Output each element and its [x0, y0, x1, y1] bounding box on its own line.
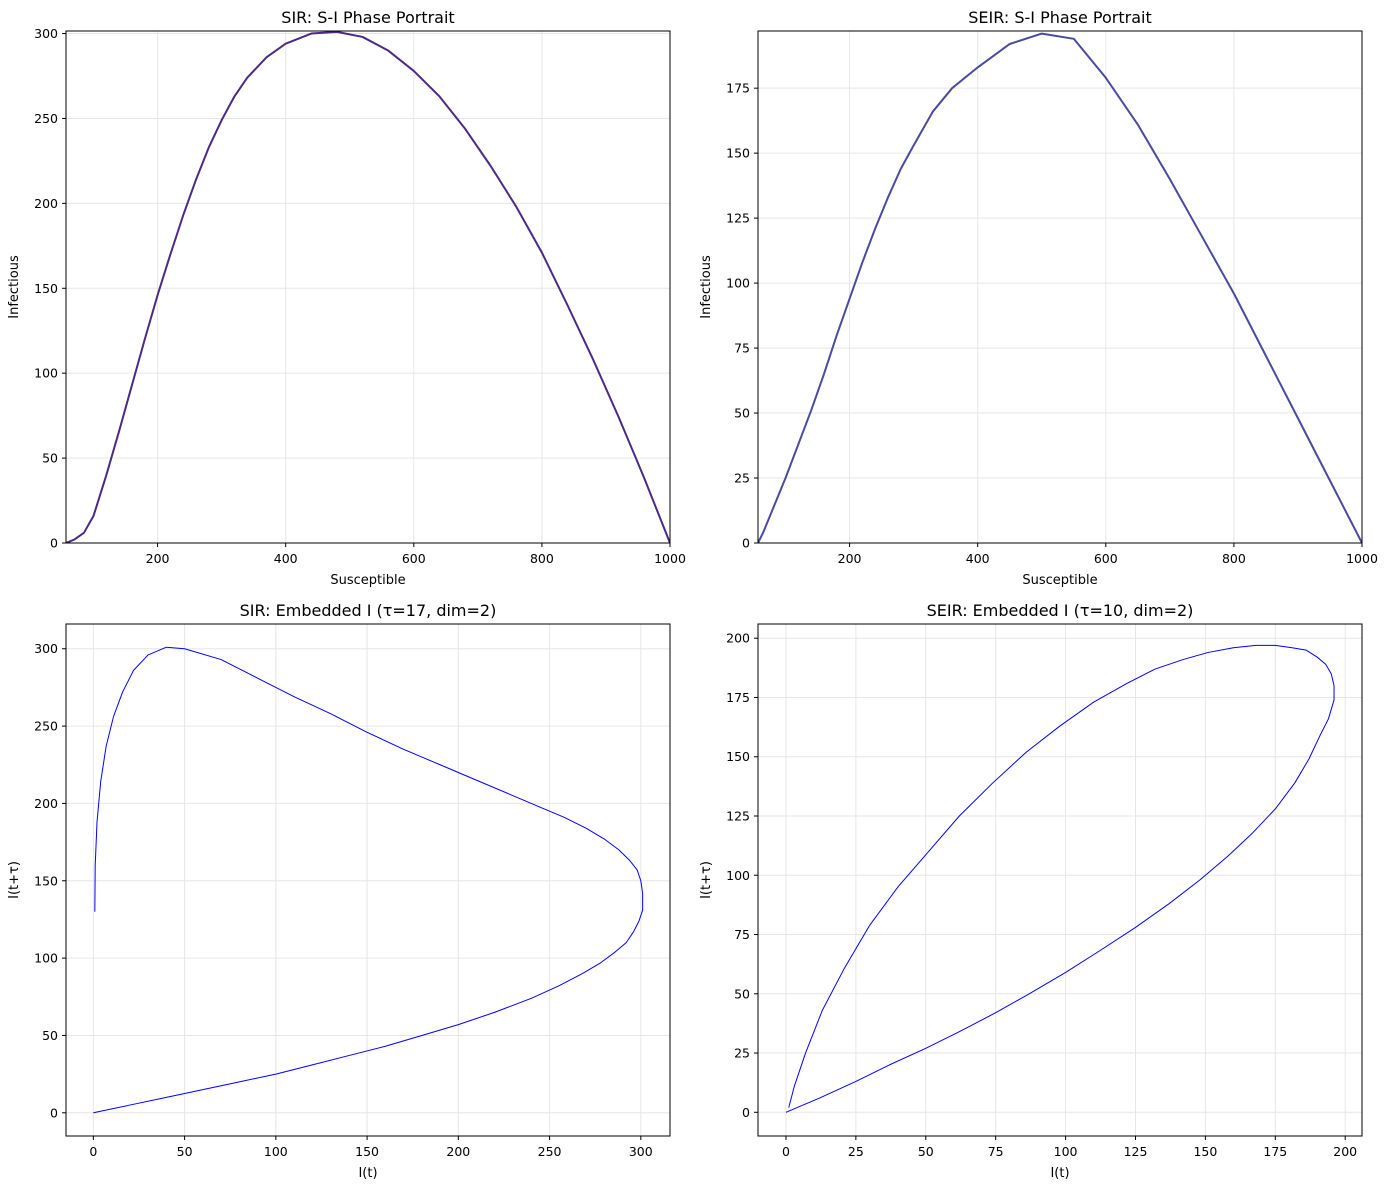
x-tick-label: 1000	[654, 551, 686, 566]
series-line	[758, 32, 1362, 543]
y-tick-label: 125	[726, 211, 750, 226]
x-tick-label: 50	[918, 1144, 934, 1159]
y-tick-label: 50	[734, 986, 750, 1001]
y-tick-label: 50	[734, 406, 750, 421]
chart-title: SIR: Embedded I (τ=17, dim=2)	[240, 601, 497, 620]
x-tick-label: 125	[1124, 1144, 1148, 1159]
x-tick-label: 0	[782, 1144, 790, 1159]
y-tick-label: 50	[42, 451, 58, 466]
x-tick-label: 600	[1094, 551, 1118, 566]
sir-embedded-panel: 0 50 100 150 200 250 300 0 50 100 150 200 250 300 SIR:…	[7, 601, 671, 1181]
axes-frame	[757, 623, 1363, 1137]
y-tick-label: 250	[34, 111, 58, 126]
x-tick-label: 100	[264, 1144, 288, 1159]
x-axis-label: I(t)	[1050, 1166, 1069, 1181]
seir-phase-portrait-panel: 200 400 600 800 1000 0 25 50 75 100 125 150 175 SEIR:…	[699, 8, 1378, 588]
x-tick-label: 0	[89, 1144, 97, 1159]
x-tick-label: 200	[838, 551, 862, 566]
y-tick-label: 75	[734, 341, 750, 356]
y-tick-label: 300	[34, 641, 58, 656]
y-axis-label: Infectious	[699, 255, 714, 319]
series-line	[93, 646, 644, 1114]
y-tick-label: 200	[34, 196, 58, 211]
y-tick-label: 75	[734, 927, 750, 942]
series-line	[66, 31, 670, 543]
x-tick-label: 300	[629, 1144, 653, 1159]
y-tick-label: 150	[726, 749, 750, 764]
chart-title: SEIR: Embedded I (τ=10, dim=2)	[927, 601, 1194, 620]
x-axis-label: Susceptible	[1022, 573, 1097, 588]
x-tick-label: 400	[966, 551, 990, 566]
y-tick-label: 25	[734, 1046, 750, 1061]
y-tick-label: 100	[34, 366, 58, 381]
y-tick-label: 0	[50, 536, 58, 551]
seir-embedded-panel: 0 25 50 75 100 125 150 175 200 0 25 50 75 100 125 150 17…	[699, 601, 1363, 1181]
chart-title: SIR: S-I Phase Portrait	[281, 8, 454, 27]
sir-phase-portrait-panel: 200 400 600 800 1000 0 50 100 150 200 250 300 SIR: S…	[7, 8, 686, 588]
axes-frame	[65, 30, 671, 544]
y-axis-label: I(t+τ)	[699, 861, 714, 899]
x-tick-label: 200	[446, 1144, 470, 1159]
y-tick-label: 200	[34, 796, 58, 811]
y-tick-label: 25	[734, 471, 750, 486]
x-tick-label: 50	[177, 1144, 193, 1159]
plot-area	[66, 31, 670, 543]
y-tick-label: 100	[34, 951, 58, 966]
y-tick-label: 150	[726, 146, 750, 161]
x-tick-label: 800	[530, 551, 554, 566]
x-tick-label: 400	[274, 551, 298, 566]
axes-frame	[65, 623, 671, 1137]
y-tick-label: 175	[726, 81, 750, 96]
series-line	[785, 644, 1335, 1113]
x-tick-label: 200	[146, 551, 170, 566]
y-tick-label: 150	[34, 873, 58, 888]
x-tick-label: 175	[1263, 1144, 1287, 1159]
y-tick-label: 175	[726, 690, 750, 705]
y-tick-label: 100	[726, 276, 750, 291]
plot-area	[758, 31, 1362, 543]
y-tick-label: 0	[742, 536, 750, 551]
y-tick-label: 125	[726, 809, 750, 824]
x-tick-label: 200	[1333, 1144, 1357, 1159]
y-axis-label: Infectious	[7, 255, 22, 319]
y-tick-label: 300	[34, 26, 58, 41]
y-tick-label: 150	[34, 281, 58, 296]
x-tick-label: 25	[848, 1144, 864, 1159]
x-tick-label: 150	[355, 1144, 379, 1159]
y-axis-label: I(t+τ)	[7, 861, 22, 899]
x-tick-label: 150	[1193, 1144, 1217, 1159]
x-tick-label: 250	[538, 1144, 562, 1159]
x-tick-label: 1000	[1346, 551, 1378, 566]
y-tick-label: 0	[742, 1105, 750, 1120]
y-tick-label: 250	[34, 719, 58, 734]
x-tick-label: 75	[988, 1144, 1004, 1159]
plot-area	[758, 624, 1362, 1136]
y-tick-label: 100	[726, 868, 750, 883]
y-tick-label: 200	[726, 631, 750, 646]
y-tick-label: 50	[42, 1028, 58, 1043]
plot-area	[66, 624, 670, 1136]
x-axis-label: I(t)	[358, 1166, 377, 1181]
x-axis-label: Susceptible	[330, 573, 405, 588]
y-tick-label: 0	[50, 1105, 58, 1120]
axes-frame	[757, 30, 1363, 544]
x-tick-label: 100	[1054, 1144, 1078, 1159]
chart-title: SEIR: S-I Phase Portrait	[968, 8, 1152, 27]
x-tick-label: 800	[1222, 551, 1246, 566]
x-tick-label: 600	[402, 551, 426, 566]
